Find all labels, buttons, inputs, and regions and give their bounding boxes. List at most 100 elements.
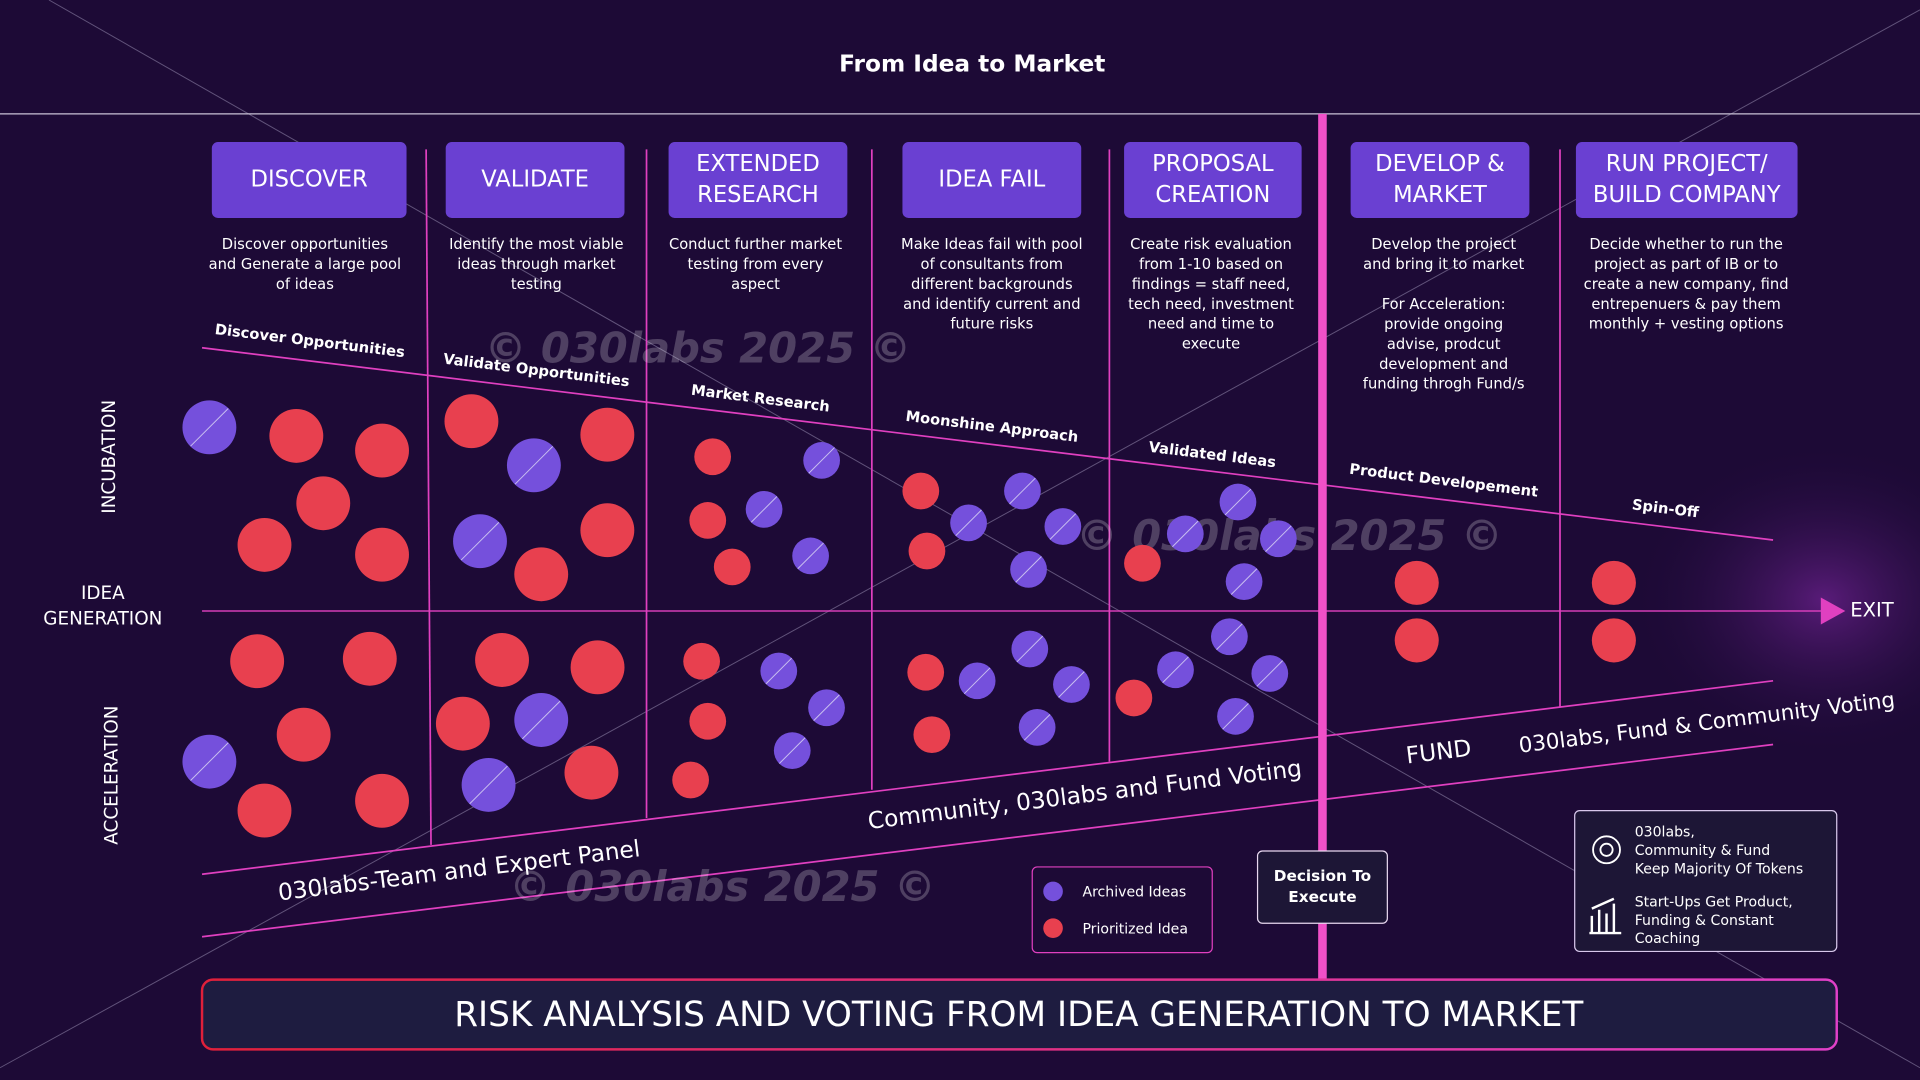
stage-title: VALIDATE xyxy=(481,167,589,193)
archived-slash xyxy=(1216,623,1243,650)
page-title: From Idea to Market xyxy=(839,50,1105,77)
legend-box xyxy=(1031,866,1213,954)
funnel-low-1 xyxy=(201,679,1774,876)
exit-arrow xyxy=(1820,597,1846,625)
legend-swatch xyxy=(1043,881,1063,902)
stage-description: Identify the most viable xyxy=(449,236,623,253)
archived-slash xyxy=(1222,703,1249,730)
row-label: INCUBATION xyxy=(99,400,120,514)
prioritized-idea xyxy=(355,773,409,828)
row-label: GENERATION xyxy=(43,609,162,630)
prioritized-idea xyxy=(1124,544,1161,582)
info-box xyxy=(1574,810,1838,953)
stage-box xyxy=(1350,142,1530,218)
stage-description: tech need, investment xyxy=(1128,296,1294,313)
prioritized-idea xyxy=(564,745,619,800)
stage-box xyxy=(1124,142,1302,218)
stage-box xyxy=(1575,142,1798,218)
archived-slash xyxy=(1009,477,1036,505)
archived-slash xyxy=(955,509,982,537)
legend-label: Archived Ideas xyxy=(1082,885,1186,901)
info-text: Coaching xyxy=(1635,931,1701,947)
banner-box xyxy=(200,978,1838,1051)
archived-slash xyxy=(190,408,229,447)
prioritized-idea xyxy=(570,640,625,695)
prioritized-idea xyxy=(444,394,499,449)
stage-box xyxy=(902,142,1082,218)
archived-slash xyxy=(1023,714,1051,741)
archived-slash xyxy=(765,657,792,685)
stage-title: BUILD COMPANY xyxy=(1593,182,1781,208)
prioritized-idea xyxy=(1591,560,1636,605)
stage-description: and Generate a large pool xyxy=(209,256,402,273)
archived-slash xyxy=(1265,525,1292,552)
legend-swatch xyxy=(1043,918,1063,938)
stage-title: CREATION xyxy=(1155,182,1270,208)
stage-title: DEVELOP & xyxy=(1375,151,1505,177)
stage-description: aspect xyxy=(731,276,780,293)
prioritized-idea xyxy=(276,707,331,762)
archived-slash xyxy=(1172,520,1199,548)
stage-description: findings = staff need, xyxy=(1132,276,1290,293)
stage-title: EXTENDED xyxy=(696,151,820,177)
info-text: Keep Majority Of Tokens xyxy=(1635,861,1804,877)
stage-description: different backgrounds xyxy=(911,276,1073,293)
archived-slash xyxy=(522,700,561,740)
prioritized-idea xyxy=(355,423,409,478)
stage-box xyxy=(668,142,848,218)
row-label: IDEA xyxy=(81,583,125,604)
archived-slash xyxy=(460,522,500,561)
stage-title: MARKET xyxy=(1393,182,1487,208)
watermark: © 030labs 2025 © xyxy=(509,862,935,911)
stage-description: create a new company, find xyxy=(1584,276,1789,293)
prioritized-idea xyxy=(1394,560,1439,605)
stage-description: Decide whether to run the xyxy=(1589,236,1783,253)
prioritized-idea xyxy=(230,634,285,689)
stage-description: and identify current and xyxy=(903,296,1080,313)
prioritized-idea xyxy=(683,642,720,680)
archived-slash xyxy=(514,446,554,485)
prioritized-idea xyxy=(514,547,569,602)
token-icon xyxy=(1592,835,1621,865)
archived-slash xyxy=(797,542,824,570)
stage-description: Discover opportunities xyxy=(222,236,388,253)
prioritized-idea xyxy=(355,527,409,582)
info-text: Start-Ups Get Product, xyxy=(1635,894,1793,910)
stage-note: For Acceleration: xyxy=(1382,296,1506,313)
prioritized-idea xyxy=(296,476,351,531)
archived-slash xyxy=(750,496,778,523)
archived-slash xyxy=(963,667,991,695)
info-text: 030labs, xyxy=(1635,825,1695,841)
archived-slash xyxy=(813,694,840,721)
decision-box xyxy=(1256,850,1388,924)
prioritized-idea xyxy=(1115,679,1153,717)
archived-slash xyxy=(1230,568,1258,595)
archived-slash xyxy=(1058,671,1085,698)
stage-title: RESEARCH xyxy=(697,182,819,208)
legend-label: Prioritized Idea xyxy=(1082,921,1188,937)
banner-text: RISK ANALYSIS AND VOTING FROM IDEA GENER… xyxy=(454,995,1584,1035)
info-text: Funding & Constant xyxy=(1635,913,1775,929)
stage-description: and bring it to market xyxy=(1363,256,1524,273)
watermark: © 030labs 2025 © xyxy=(485,323,911,372)
stage-description: Make Ideas fail with pool xyxy=(901,236,1083,253)
token-icon xyxy=(1599,842,1614,857)
stage-description: monthly + vesting options xyxy=(1589,316,1784,333)
chart-icon xyxy=(1589,897,1622,935)
stage-title: PROPOSAL xyxy=(1152,151,1274,177)
archived-slash xyxy=(1015,556,1042,583)
stage-description: need and time to xyxy=(1148,316,1274,333)
archived-slash xyxy=(190,742,229,781)
stage-description: of ideas xyxy=(276,276,334,293)
archived-slash xyxy=(1016,635,1043,663)
stage-note: provide ongoing xyxy=(1384,316,1503,333)
prioritized-idea xyxy=(269,408,324,463)
stage-box xyxy=(211,142,407,218)
stage-title: DISCOVER xyxy=(251,167,369,193)
prioritized-idea xyxy=(713,548,751,586)
prioritized-idea xyxy=(342,631,397,686)
prioritized-idea xyxy=(908,532,946,570)
exit-glow xyxy=(1628,440,1920,760)
stage-note: advise, prodcut xyxy=(1387,336,1501,353)
